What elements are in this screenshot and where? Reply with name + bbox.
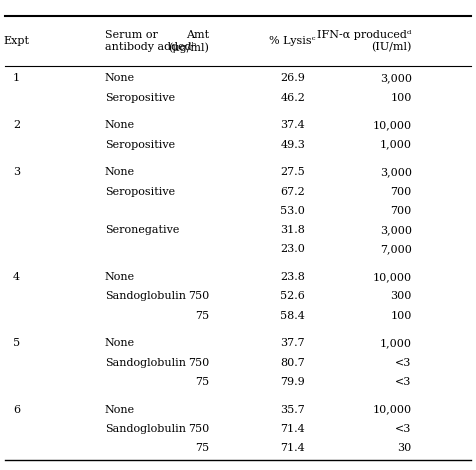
Text: <3: <3 — [396, 424, 412, 434]
Text: 37.4: 37.4 — [280, 120, 305, 130]
Text: 80.7: 80.7 — [280, 358, 305, 368]
Text: 79.9: 79.9 — [280, 377, 305, 387]
Text: 23.0: 23.0 — [280, 244, 305, 254]
Text: 7,000: 7,000 — [380, 244, 412, 254]
Text: None: None — [105, 338, 135, 348]
Text: 37.7: 37.7 — [280, 338, 305, 348]
Text: 100: 100 — [390, 93, 412, 102]
Text: <3: <3 — [396, 377, 412, 387]
Text: None: None — [105, 73, 135, 83]
Text: 1: 1 — [13, 73, 20, 83]
Text: None: None — [105, 120, 135, 130]
Text: 26.9: 26.9 — [280, 73, 305, 83]
Text: 75: 75 — [195, 377, 209, 387]
Text: 75: 75 — [195, 311, 209, 321]
Text: 10,000: 10,000 — [373, 272, 412, 282]
Text: 10,000: 10,000 — [373, 120, 412, 130]
Text: 49.3: 49.3 — [280, 140, 305, 149]
Text: 750: 750 — [188, 358, 209, 368]
Text: Seronegative: Seronegative — [105, 225, 179, 235]
Text: Expt: Expt — [4, 36, 30, 46]
Text: Seropositive: Seropositive — [105, 93, 175, 102]
Text: 3,000: 3,000 — [380, 225, 412, 235]
Text: 30: 30 — [397, 443, 412, 453]
Text: Sandoglobulin: Sandoglobulin — [105, 424, 186, 434]
Text: 2: 2 — [13, 120, 20, 130]
Text: 300: 300 — [390, 291, 412, 301]
Text: 58.4: 58.4 — [280, 311, 305, 321]
Text: 67.2: 67.2 — [280, 187, 305, 196]
Text: Sandoglobulin: Sandoglobulin — [105, 291, 186, 301]
Text: Serum or
antibody addedᵇ: Serum or antibody addedᵇ — [105, 30, 196, 52]
Text: 10,000: 10,000 — [373, 405, 412, 415]
Text: 27.5: 27.5 — [280, 167, 305, 177]
Text: None: None — [105, 272, 135, 282]
Text: None: None — [105, 405, 135, 415]
Text: Seropositive: Seropositive — [105, 187, 175, 196]
Text: 31.8: 31.8 — [280, 225, 305, 235]
Text: 53.0: 53.0 — [280, 206, 305, 216]
Text: 71.4: 71.4 — [280, 443, 305, 453]
Text: None: None — [105, 167, 135, 177]
Text: 35.7: 35.7 — [280, 405, 305, 415]
Text: 750: 750 — [188, 424, 209, 434]
Text: IFN-α producedᵈ
(IU/ml): IFN-α producedᵈ (IU/ml) — [317, 30, 412, 53]
Text: Amt
(μg/ml): Amt (μg/ml) — [169, 30, 209, 53]
Text: 100: 100 — [390, 311, 412, 321]
Text: Sandoglobulin: Sandoglobulin — [105, 358, 186, 368]
Text: 46.2: 46.2 — [280, 93, 305, 102]
Text: 71.4: 71.4 — [280, 424, 305, 434]
Text: <3: <3 — [396, 358, 412, 368]
Text: 1,000: 1,000 — [380, 140, 412, 149]
Text: 750: 750 — [188, 291, 209, 301]
Text: 4: 4 — [13, 272, 20, 282]
Text: 5: 5 — [13, 338, 20, 348]
Text: 3,000: 3,000 — [380, 167, 412, 177]
Text: 3,000: 3,000 — [380, 73, 412, 83]
Text: 52.6: 52.6 — [280, 291, 305, 301]
Text: Seropositive: Seropositive — [105, 140, 175, 149]
Text: 75: 75 — [195, 443, 209, 453]
Text: 3: 3 — [13, 167, 20, 177]
Text: % Lysisᶜ: % Lysisᶜ — [269, 36, 316, 46]
Text: 700: 700 — [390, 187, 412, 196]
Text: 23.8: 23.8 — [280, 272, 305, 282]
Text: 6: 6 — [13, 405, 20, 415]
Text: 700: 700 — [390, 206, 412, 216]
Text: 1,000: 1,000 — [380, 338, 412, 348]
